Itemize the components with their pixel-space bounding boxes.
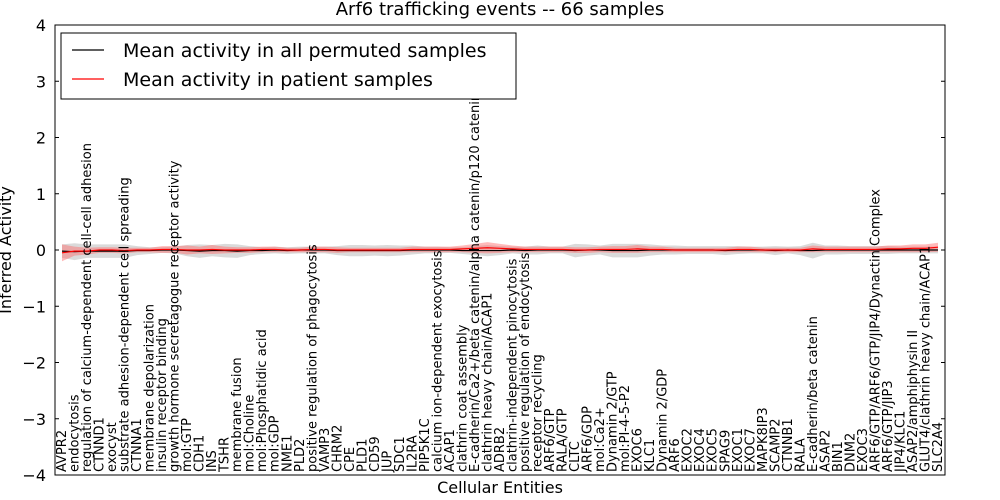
band-permuted xyxy=(62,242,938,261)
y-tick-label: 3 xyxy=(36,72,46,91)
entity-label: ACAP1 xyxy=(443,429,458,472)
entity-label: AVPR2 xyxy=(55,430,70,472)
entity-label: IL2RA xyxy=(405,435,420,472)
entity-label: JUP xyxy=(380,451,395,473)
entity-label: ARF6/GTP/JIP3 xyxy=(881,380,896,472)
entity-label: insulin receptor binding xyxy=(155,318,170,472)
entity-label: CTNNB1 xyxy=(781,418,796,472)
y-axis-ticks: −4 −3 −2 −1 0 1 2 3 4 xyxy=(22,16,945,485)
band-patient xyxy=(62,242,938,262)
entity-label: KLC1 xyxy=(643,439,658,472)
entity-label: PLD1 xyxy=(355,439,370,472)
entity-label: membrane depolarization xyxy=(143,304,158,472)
entity-label: EXOC1 xyxy=(731,428,746,472)
entity-label: CD59 xyxy=(368,436,383,472)
legend-box xyxy=(60,32,517,100)
entity-label: clathrin-independent pinocytosis xyxy=(506,258,521,472)
entity-label: SPAG9 xyxy=(718,430,733,472)
entity-label: EXOC4 xyxy=(693,428,708,472)
entity-label: EXOC3 xyxy=(856,428,871,472)
y-tick-label: 0 xyxy=(36,241,46,260)
entity-label: regulation of calcium-dependent cell-cel… xyxy=(80,143,95,472)
plot-area: −4 −3 −2 −1 0 1 2 3 4 AVPR2endocytosisregulation… xyxy=(22,16,946,485)
entity-label: SLC2A4 xyxy=(931,422,946,472)
entity-label: VAMP3 xyxy=(318,428,333,472)
line-patient xyxy=(61,246,939,254)
entity-label: CTNNA1 xyxy=(130,418,145,472)
series-lines xyxy=(61,246,939,254)
y-tick-label: −3 xyxy=(22,410,46,429)
entity-label: CDH1 xyxy=(193,435,208,472)
entity-label: mol:Choline xyxy=(243,395,258,472)
y-tick-label: 4 xyxy=(36,16,46,35)
entity-label: INS xyxy=(205,450,220,472)
entity-label: mol:Phosphatidic acid xyxy=(255,329,270,472)
plot-frame xyxy=(54,24,946,476)
entity-label: ASAP2 xyxy=(818,430,833,472)
entity-label: endocytosis xyxy=(68,394,83,472)
entity-label: EXOC5 xyxy=(706,428,721,472)
entity-label: JIP4/KLC1 xyxy=(893,411,908,473)
entity-label: SCAMP2 xyxy=(768,418,783,472)
entity-label: substrate adhesion-dependent cell spread… xyxy=(118,177,133,472)
entity-label: CHRM2 xyxy=(330,425,345,472)
entity-label: positive regulation of endocytosis xyxy=(518,252,533,472)
entity-label: exocyst xyxy=(105,422,120,472)
entity-label: positive regulation of phagocytosis xyxy=(305,244,320,472)
y-tick-label: −2 xyxy=(22,354,46,373)
entity-label: membrane fusion xyxy=(230,357,245,472)
y-axis-label: Inferred Activity xyxy=(0,186,15,314)
entity-label: Dynamin 2/GDP xyxy=(656,369,671,472)
entity-label: ARF6/GTP xyxy=(543,408,558,472)
entity-label: growth hormone secretagogue receptor act… xyxy=(168,160,183,472)
legend-label-permuted: Mean activity in all permuted samples xyxy=(123,40,486,62)
entity-label: ASAP2/amphiphysin II xyxy=(906,330,921,472)
entity-label: mol:GTP xyxy=(180,418,195,472)
entity-label: ARF6/GDP xyxy=(581,406,596,472)
y-tick-label: −1 xyxy=(22,297,46,316)
entity-label: clathrin coat assembly xyxy=(455,324,470,472)
entity-label: E-cadherin/beta catenin xyxy=(806,316,821,472)
entity-label: mol:GDP xyxy=(268,415,283,472)
entity-label: receptor recycling xyxy=(531,354,546,472)
entity-label: calcium ion-dependent exocytosis xyxy=(430,250,445,472)
y-tick-label: −4 xyxy=(22,466,46,485)
entity-label: mol:PI-4-5-P2 xyxy=(618,385,633,472)
entity-label: mol:Ca2+ xyxy=(593,407,608,472)
entity-label: GLUT4/clathrin heavy chain/ACAP1 xyxy=(918,246,933,472)
legend: Mean activity in all permuted samples Me… xyxy=(60,32,517,100)
entity-label: Dynamin 2/GTP xyxy=(606,371,621,472)
entity-label: CTNND1 xyxy=(93,417,108,472)
legend-label-patient: Mean activity in patient samples xyxy=(123,69,433,91)
entity-label: DNM2 xyxy=(843,433,858,472)
entity-label: CLTC xyxy=(568,441,583,472)
entity-label: clathrin heavy chain/ACAP1 xyxy=(480,293,495,472)
entity-label: CPE xyxy=(343,447,358,472)
y-tick-label: 1 xyxy=(36,185,46,204)
entity-label: BIN1 xyxy=(831,441,846,472)
entity-label: RALA xyxy=(793,438,808,472)
entity-label: E-cadherin/Ca2+/beta catenin/alpha caten… xyxy=(468,93,483,472)
entity-label: EXOC7 xyxy=(743,428,758,472)
entity-label: SDC1 xyxy=(393,436,408,472)
x-axis-label: Cellular Entities xyxy=(437,478,563,497)
confidence-bands xyxy=(62,242,938,262)
chart-title: Arf6 trafficking events -- 66 samples xyxy=(336,0,665,20)
entity-label: MAPK8IP3 xyxy=(756,407,771,472)
entity-label: NME1 xyxy=(280,435,295,472)
entity-label: ARF6/GTP/ARF6/GTP/JIP4/Dynactin Complex xyxy=(868,189,883,472)
entity-label: ARF6 xyxy=(668,438,683,472)
entity-label: RALA/GTP xyxy=(556,408,571,472)
entity-label: EXOC6 xyxy=(631,428,646,472)
entity-label: TSHR xyxy=(218,437,233,473)
entity-label: EXOC2 xyxy=(681,428,696,472)
entity-label: ADRB2 xyxy=(493,427,508,472)
entity-label: PLD2 xyxy=(293,439,308,472)
entity-label: PIP5K1C xyxy=(418,418,433,472)
y-tick-label: 2 xyxy=(36,129,46,148)
